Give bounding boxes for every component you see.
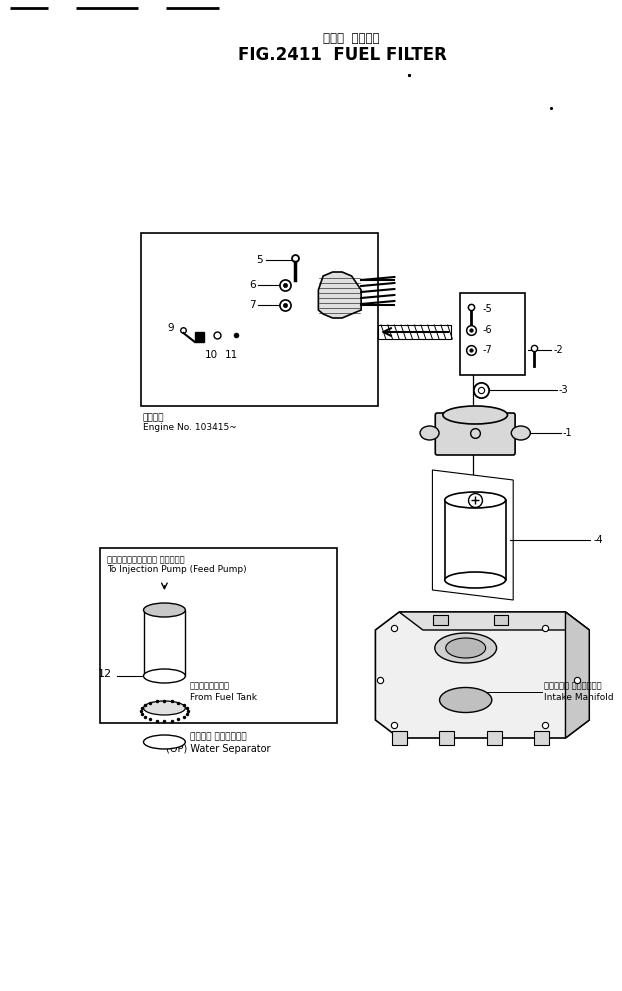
Text: 12: 12 <box>98 669 112 679</box>
Text: フェルタンクから: フェルタンクから <box>190 682 230 691</box>
Text: -2: -2 <box>553 345 563 355</box>
Polygon shape <box>565 612 589 738</box>
Text: -6: -6 <box>483 325 493 335</box>
Bar <box>460 293 524 375</box>
Text: (OP) Water Separator: (OP) Water Separator <box>166 744 271 754</box>
Bar <box>100 548 337 723</box>
Text: -7: -7 <box>483 345 493 355</box>
Text: 9: 9 <box>167 323 174 333</box>
Text: フェル  フィルタ: フェル フィルタ <box>323 32 380 45</box>
Text: To Injection Pump (Feed Pump): To Injection Pump (Feed Pump) <box>108 566 247 575</box>
Text: 6: 6 <box>249 280 256 290</box>
Bar <box>434 615 448 625</box>
Polygon shape <box>432 470 513 600</box>
Text: 7: 7 <box>249 300 256 310</box>
Ellipse shape <box>420 426 439 440</box>
Ellipse shape <box>445 492 506 508</box>
Ellipse shape <box>144 669 185 683</box>
Bar <box>141 233 378 406</box>
Text: ウォーク セパレーター: ウォーク セパレーター <box>190 732 247 741</box>
Text: インテーク マニホールド: インテーク マニホールド <box>544 682 601 691</box>
Ellipse shape <box>440 688 492 713</box>
Polygon shape <box>376 612 589 738</box>
Text: -3: -3 <box>559 385 569 395</box>
Ellipse shape <box>446 638 486 658</box>
Ellipse shape <box>443 406 508 424</box>
Ellipse shape <box>445 572 506 588</box>
Bar <box>445 500 506 580</box>
Bar <box>378 325 452 339</box>
Bar <box>439 731 454 745</box>
Text: Intake Manifold: Intake Manifold <box>544 694 613 703</box>
Text: 5: 5 <box>257 255 263 265</box>
Text: -4: -4 <box>593 535 603 545</box>
Ellipse shape <box>511 426 531 440</box>
Text: 8: 8 <box>351 285 358 295</box>
Text: From Fuel Tank: From Fuel Tank <box>190 694 257 703</box>
Bar <box>534 731 549 745</box>
Bar <box>195 332 205 342</box>
Polygon shape <box>318 272 361 318</box>
Text: Engine No. 103415~: Engine No. 103415~ <box>142 423 236 432</box>
Bar <box>144 610 185 676</box>
Ellipse shape <box>144 735 185 749</box>
Ellipse shape <box>435 633 496 663</box>
Text: 10: 10 <box>205 350 218 360</box>
Text: 11: 11 <box>225 350 238 360</box>
Text: 射展ポンプ（フィード ポンプ）へ: 射展ポンプ（フィード ポンプ）へ <box>108 556 185 565</box>
Polygon shape <box>399 612 589 630</box>
Ellipse shape <box>144 701 185 715</box>
Text: 適用番号: 適用番号 <box>142 413 164 422</box>
Text: FIG.2411  FUEL FILTER: FIG.2411 FUEL FILTER <box>238 46 447 64</box>
Text: -5: -5 <box>483 304 493 314</box>
Text: -1: -1 <box>563 428 572 438</box>
Bar <box>494 615 508 625</box>
Bar <box>392 731 407 745</box>
Bar <box>486 731 502 745</box>
FancyBboxPatch shape <box>435 413 515 455</box>
Ellipse shape <box>144 603 185 617</box>
